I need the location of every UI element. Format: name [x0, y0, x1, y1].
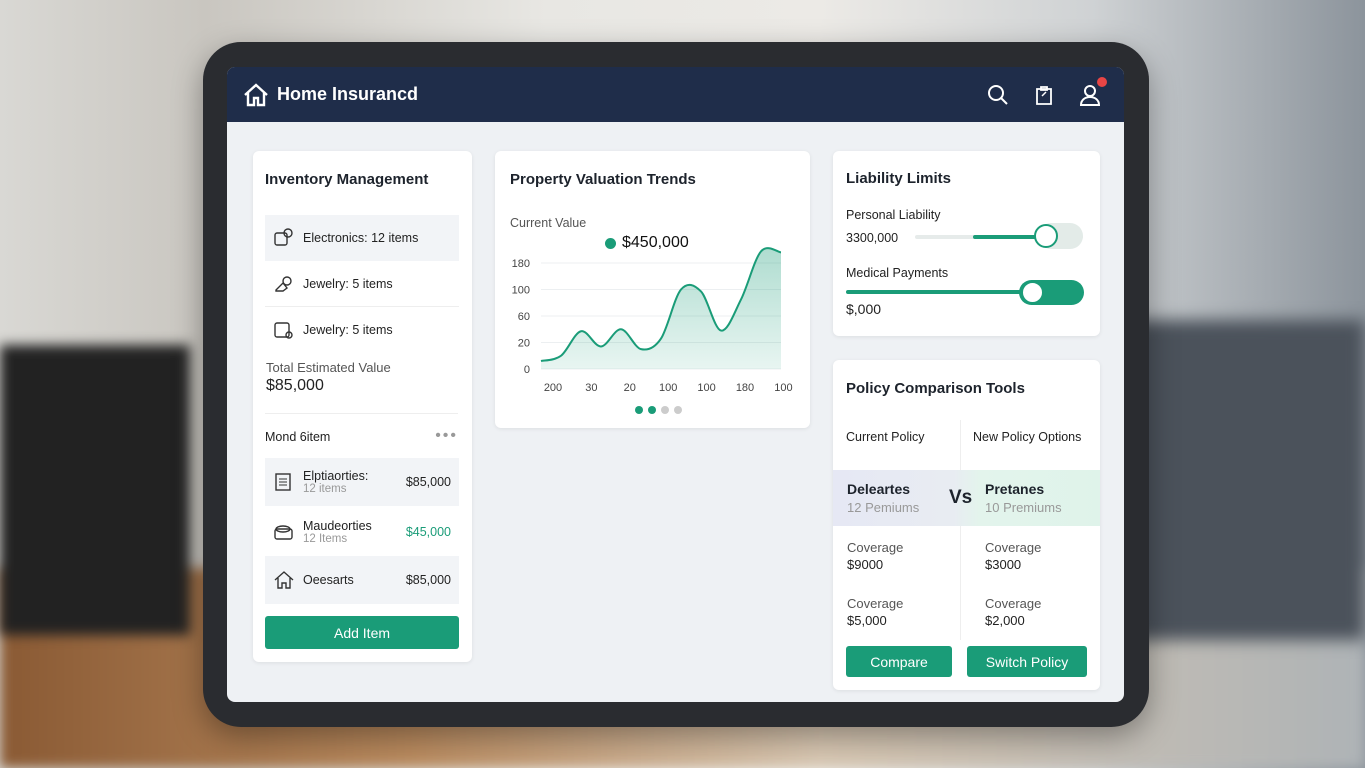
document-icon: [275, 473, 291, 491]
coverage-row: Coverage $5,000: [847, 596, 903, 628]
x-tick-label: 100: [697, 382, 715, 394]
y-tick-label: 100: [512, 285, 530, 297]
pager-dot[interactable]: [648, 406, 656, 414]
policy-title: Policy Comparison Tools: [846, 380, 1025, 397]
coverage-value: $2,000: [985, 613, 1025, 628]
notification-badge: [1097, 76, 1107, 87]
x-tick-label: 20: [624, 382, 636, 394]
total-value: $85,000: [266, 377, 324, 394]
user-button[interactable]: [1078, 76, 1107, 107]
coverage-row: Coverage $2,000: [985, 596, 1041, 628]
coverage-value: $5,000: [847, 613, 887, 628]
home-icon[interactable]: [243, 82, 269, 107]
more-icon[interactable]: •••: [435, 427, 458, 444]
category-label: Jewelry: 5 items: [303, 323, 393, 337]
item-name: Maudeorties: [303, 519, 372, 533]
series-area: [541, 248, 781, 369]
coverage-label: Coverage: [847, 540, 904, 555]
slider-handle[interactable]: [1021, 281, 1044, 304]
ring-icon: [275, 275, 292, 292]
x-tick-label: 200: [544, 382, 562, 394]
y-tick-label: 20: [518, 338, 530, 350]
liability-title: Liability Limits: [846, 170, 952, 187]
new-plan-name: Pretanes: [985, 481, 1045, 497]
item-value: $45,000: [405, 525, 451, 539]
box-icon: [274, 525, 293, 540]
column-divider: [960, 420, 961, 640]
coverage-row: Coverage $3000: [985, 540, 1041, 572]
personal-liability-value: 3300,000: [846, 231, 899, 245]
valuation-chart: 0 20 60 100 180 200 30 20 100 100 180 100: [512, 247, 793, 414]
personal-liability-label: Personal Liability: [846, 208, 941, 222]
pager-dot[interactable]: [635, 406, 643, 414]
item-value: $85,000: [405, 475, 451, 489]
item-sub: 12 Items: [303, 533, 348, 545]
item-value: $85,000: [405, 573, 451, 587]
coverage-row: Coverage $9000: [847, 540, 903, 572]
divider: [265, 413, 458, 414]
inventory-title: Inventory Management: [265, 171, 429, 188]
pager-dot[interactable]: [661, 406, 669, 414]
switch-policy-button[interactable]: Switch Policy: [967, 646, 1087, 677]
item-name: Elptiaorties:: [303, 469, 369, 483]
coverage-label: Coverage: [985, 596, 1042, 611]
liability-card: Liability Limits Personal Liability 3300…: [833, 151, 1100, 336]
current-policy-header: Current Policy: [846, 430, 925, 444]
current-value: $450,000: [622, 234, 689, 251]
coverage-value: $3000: [985, 557, 1022, 572]
category-row[interactable]: Jewelry: 5 items: [265, 307, 459, 353]
policy-card: Policy Comparison Tools Current Policy N…: [833, 360, 1100, 690]
valuation-card: Property Valuation Trends Current Value …: [495, 151, 810, 428]
category-row[interactable]: Jewelry: 5 items: [265, 261, 459, 307]
current-value-label: Current Value: [510, 216, 587, 230]
y-tick-label: 180: [512, 258, 530, 270]
new-policy-header: New Policy Options: [973, 430, 1082, 444]
category-row[interactable]: Electronics: 12 items: [265, 215, 459, 261]
y-tick-label: 60: [518, 311, 530, 323]
coverage-label: Coverage: [985, 540, 1042, 555]
current-plan-premiums: 12 Pemiums: [847, 500, 920, 515]
compare-button[interactable]: Compare: [846, 646, 952, 677]
legend-dot: [605, 237, 616, 249]
new-plan-premiums: 10 Premiums: [985, 500, 1062, 515]
devices-icon: [274, 228, 293, 246]
slider-handle[interactable]: [1034, 224, 1058, 248]
x-tick-label: 100: [659, 382, 677, 394]
y-tick-label: 0: [524, 364, 530, 376]
current-plan-name: Deleartes: [847, 481, 911, 497]
medical-payments-value: $,000: [846, 301, 882, 317]
app-header: Home Insurancd: [227, 67, 1124, 122]
x-tick-label: 100: [774, 382, 792, 394]
search-icon[interactable]: [986, 83, 1010, 107]
coverage-label: Coverage: [847, 596, 904, 611]
card-icon: [274, 322, 293, 339]
item-row[interactable]: Elptiaorties: 12 items $85,000: [265, 458, 459, 506]
pager-dot[interactable]: [674, 406, 682, 414]
x-tick-label: 180: [736, 382, 754, 394]
category-label: Jewelry: 5 items: [303, 276, 393, 291]
x-tick-label: 30: [585, 382, 597, 394]
series-line: [540, 247, 782, 363]
clipboard-icon[interactable]: [1032, 83, 1056, 107]
add-item-button[interactable]: Add Item: [265, 616, 459, 649]
comparison-band: Deleartes 12 Pemiums Vs Pretanes 10 Prem…: [833, 470, 1100, 526]
list-title: Mond 6item: [265, 430, 331, 444]
item-row[interactable]: Oeesarts $85,000: [265, 556, 459, 604]
medical-payments-label: Medical Payments: [846, 266, 949, 280]
app-title: Home Insurancd: [277, 84, 419, 104]
background-cabinet: [0, 345, 190, 635]
vs-label: Vs: [949, 487, 973, 508]
user-icon: [1079, 84, 1101, 106]
total-label: Total Estimated Value: [266, 360, 391, 375]
category-label: Electronics: 12 items: [303, 231, 419, 245]
item-sub: 12 items: [303, 483, 347, 495]
valuation-title: Property Valuation Trends: [510, 171, 696, 188]
coverage-value: $9000: [847, 557, 884, 572]
inventory-card: Inventory Management Electronics: 12 ite…: [253, 151, 472, 662]
item-row[interactable]: Maudeorties 12 Items $45,000: [265, 508, 459, 556]
house-icon: [274, 571, 294, 589]
item-name: Oeesarts: [303, 573, 354, 587]
